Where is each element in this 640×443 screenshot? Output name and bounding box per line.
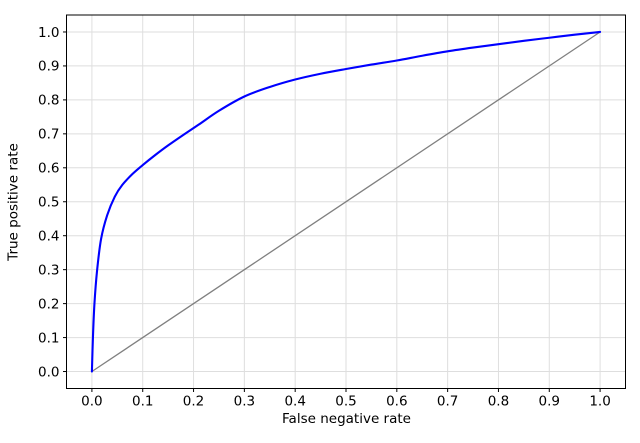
y-tick-label: 0.4 bbox=[38, 229, 59, 245]
y-tick-label: 0.9 bbox=[38, 59, 59, 75]
y-tick-label: 1.0 bbox=[38, 25, 59, 41]
x-tick-label: 0.5 bbox=[335, 394, 356, 410]
x-tick-label: 0.6 bbox=[386, 394, 407, 410]
x-tick-label: 0.3 bbox=[234, 394, 255, 410]
y-tick-label: 0.7 bbox=[38, 127, 59, 143]
x-tick-label: 0.2 bbox=[183, 394, 204, 410]
series-chance-diagonal-line bbox=[91, 31, 601, 373]
y-tick-label: 0.0 bbox=[38, 364, 59, 380]
x-axis-label: False negative rate bbox=[282, 411, 411, 427]
y-tick-label: 0.5 bbox=[38, 195, 59, 211]
y-tick-label: 0.6 bbox=[38, 161, 59, 177]
x-tick-label: 1.0 bbox=[589, 394, 610, 410]
y-tick-label: 0.2 bbox=[38, 296, 59, 312]
x-tick-label: 0.7 bbox=[437, 394, 458, 410]
x-tick-label: 0.4 bbox=[284, 394, 305, 410]
y-tick-label: 0.1 bbox=[38, 330, 59, 346]
series-roc-curve-line bbox=[90, 30, 602, 373]
y-tick-label: 0.8 bbox=[38, 93, 59, 109]
x-tick-label: 0.9 bbox=[539, 394, 560, 410]
y-axis-label: True positive rate bbox=[5, 143, 22, 261]
y-tick-label: 0.3 bbox=[38, 262, 59, 278]
x-tick-label: 0.1 bbox=[132, 394, 153, 410]
x-tick-label: 0.0 bbox=[81, 394, 102, 410]
x-tick-label: 0.8 bbox=[488, 394, 509, 410]
